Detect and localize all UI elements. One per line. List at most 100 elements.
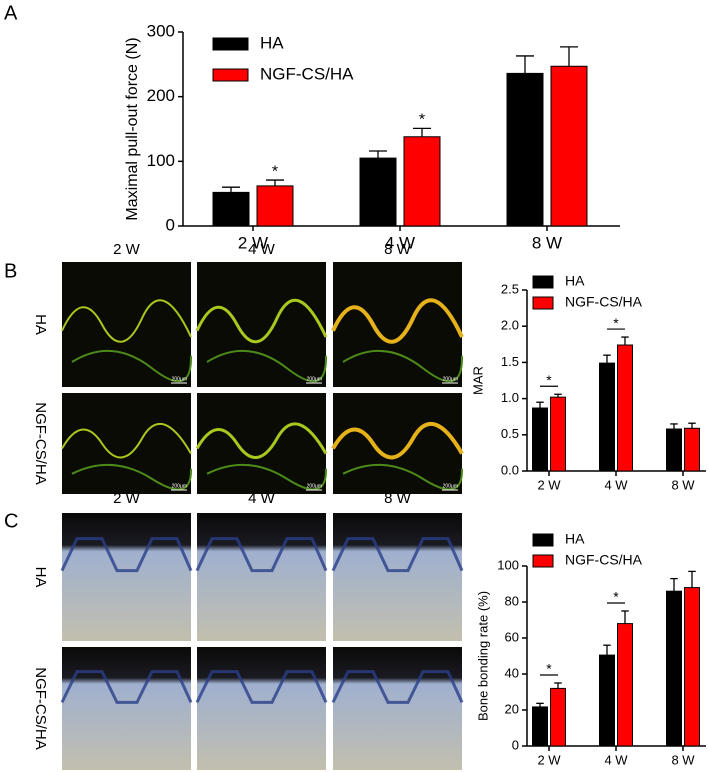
y-tick-label: 0 (512, 737, 519, 752)
bar (666, 428, 682, 472)
legend-label: HA (260, 33, 284, 52)
x-tick-label: 2 W (537, 477, 561, 492)
bone-trace (342, 463, 464, 491)
legend-swatch (532, 554, 554, 568)
column-label: 8 W (384, 241, 412, 258)
column-label: 2 W (113, 241, 141, 258)
y-tick-label: 100 (497, 557, 519, 572)
bar (684, 427, 700, 472)
legend-label: HA (565, 531, 585, 547)
thread-profile (331, 537, 464, 573)
x-tick-label: 8 W (671, 477, 695, 492)
legend-swatch (532, 296, 554, 310)
bar (359, 157, 397, 227)
thread-profile (60, 537, 193, 573)
x-tick-label: 4 W (604, 477, 628, 492)
scale-bar-label: 200μm (172, 483, 187, 489)
column-label: 8 W (384, 490, 412, 507)
bone-trace (206, 463, 328, 491)
bone-trace (331, 298, 464, 344)
column-label: 4 W (248, 241, 276, 258)
x-tick-label: 8 W (532, 233, 562, 252)
scale-bar-label: 200μm (307, 376, 322, 382)
y-tick-label: 40 (505, 665, 519, 680)
error-bar (621, 336, 629, 346)
error-bar (413, 127, 431, 137)
bone-trace (331, 421, 464, 460)
x-tick-label: 2 W (537, 752, 561, 767)
micrograph (197, 262, 326, 387)
panel-letter: A (4, 2, 18, 24)
significance-star: * (546, 372, 552, 388)
bar (550, 65, 588, 227)
y-axis-label: MAR (470, 366, 485, 395)
micrograph (62, 393, 191, 494)
bone-trace (61, 299, 192, 343)
thread-profile (331, 670, 464, 704)
error-bar (516, 55, 534, 74)
error-bar (266, 179, 284, 186)
y-tick-label: 100 (147, 151, 175, 170)
column-label: 2 W (113, 490, 141, 507)
bar (550, 687, 566, 747)
y-tick-label: 300 (147, 21, 175, 40)
micrograph (197, 647, 326, 770)
error-bar (670, 423, 678, 430)
error-bar (536, 702, 544, 707)
bar (506, 72, 544, 227)
thread-profile (195, 670, 328, 704)
bar (666, 590, 682, 747)
bone-trace (206, 350, 328, 383)
legend-label: NGF-CS/HA (565, 552, 643, 568)
x-tick-label: 4 W (385, 233, 415, 252)
significance-star: * (272, 163, 278, 180)
bar (212, 191, 250, 227)
row-label: HA (32, 567, 49, 588)
bar (599, 654, 615, 747)
scale-bar-label: 200μm (172, 376, 187, 382)
micrograph (62, 513, 191, 641)
micrograph (197, 393, 326, 494)
legend-swatch (532, 275, 554, 289)
legend-label: NGF-CS/HA (260, 64, 354, 83)
y-tick-label: 1.5 (501, 354, 519, 369)
legend-swatch (532, 533, 554, 547)
significance-star: * (613, 589, 619, 605)
thread-profile (60, 670, 193, 704)
error-bar (688, 570, 696, 588)
bone-trace (195, 298, 328, 344)
error-bar (554, 682, 562, 689)
y-tick-label: 0.0 (501, 462, 519, 477)
bar (256, 185, 294, 227)
panel-letter: C (4, 510, 18, 532)
legend-swatch (212, 68, 249, 82)
panel-letter: B (4, 260, 17, 282)
micrograph (62, 262, 191, 387)
y-tick-label: 2.5 (501, 281, 519, 296)
error-bar (603, 354, 611, 364)
error-bar (536, 401, 544, 409)
bar (684, 587, 700, 747)
significance-star: * (419, 112, 425, 129)
scale-bar-label: 200μm (443, 376, 458, 382)
bone-trace (71, 350, 193, 383)
bone-trace (71, 463, 193, 491)
bone-trace (195, 422, 328, 459)
micrograph (333, 262, 462, 387)
bar (617, 623, 633, 747)
bone-trace (61, 422, 192, 459)
error-bar (688, 422, 696, 429)
micrograph (197, 513, 326, 641)
significance-star: * (546, 661, 552, 677)
micrograph (333, 393, 462, 494)
y-tick-label: 200 (147, 86, 175, 105)
error-bar (603, 644, 611, 656)
significance-star: * (613, 315, 619, 331)
scale-bar-label: 200μm (307, 483, 322, 489)
x-tick-label: 4 W (604, 752, 628, 767)
micrograph (333, 647, 462, 770)
error-bar (670, 577, 678, 592)
legend-swatch (212, 37, 249, 51)
error-bar (554, 393, 562, 398)
bar (599, 362, 615, 472)
